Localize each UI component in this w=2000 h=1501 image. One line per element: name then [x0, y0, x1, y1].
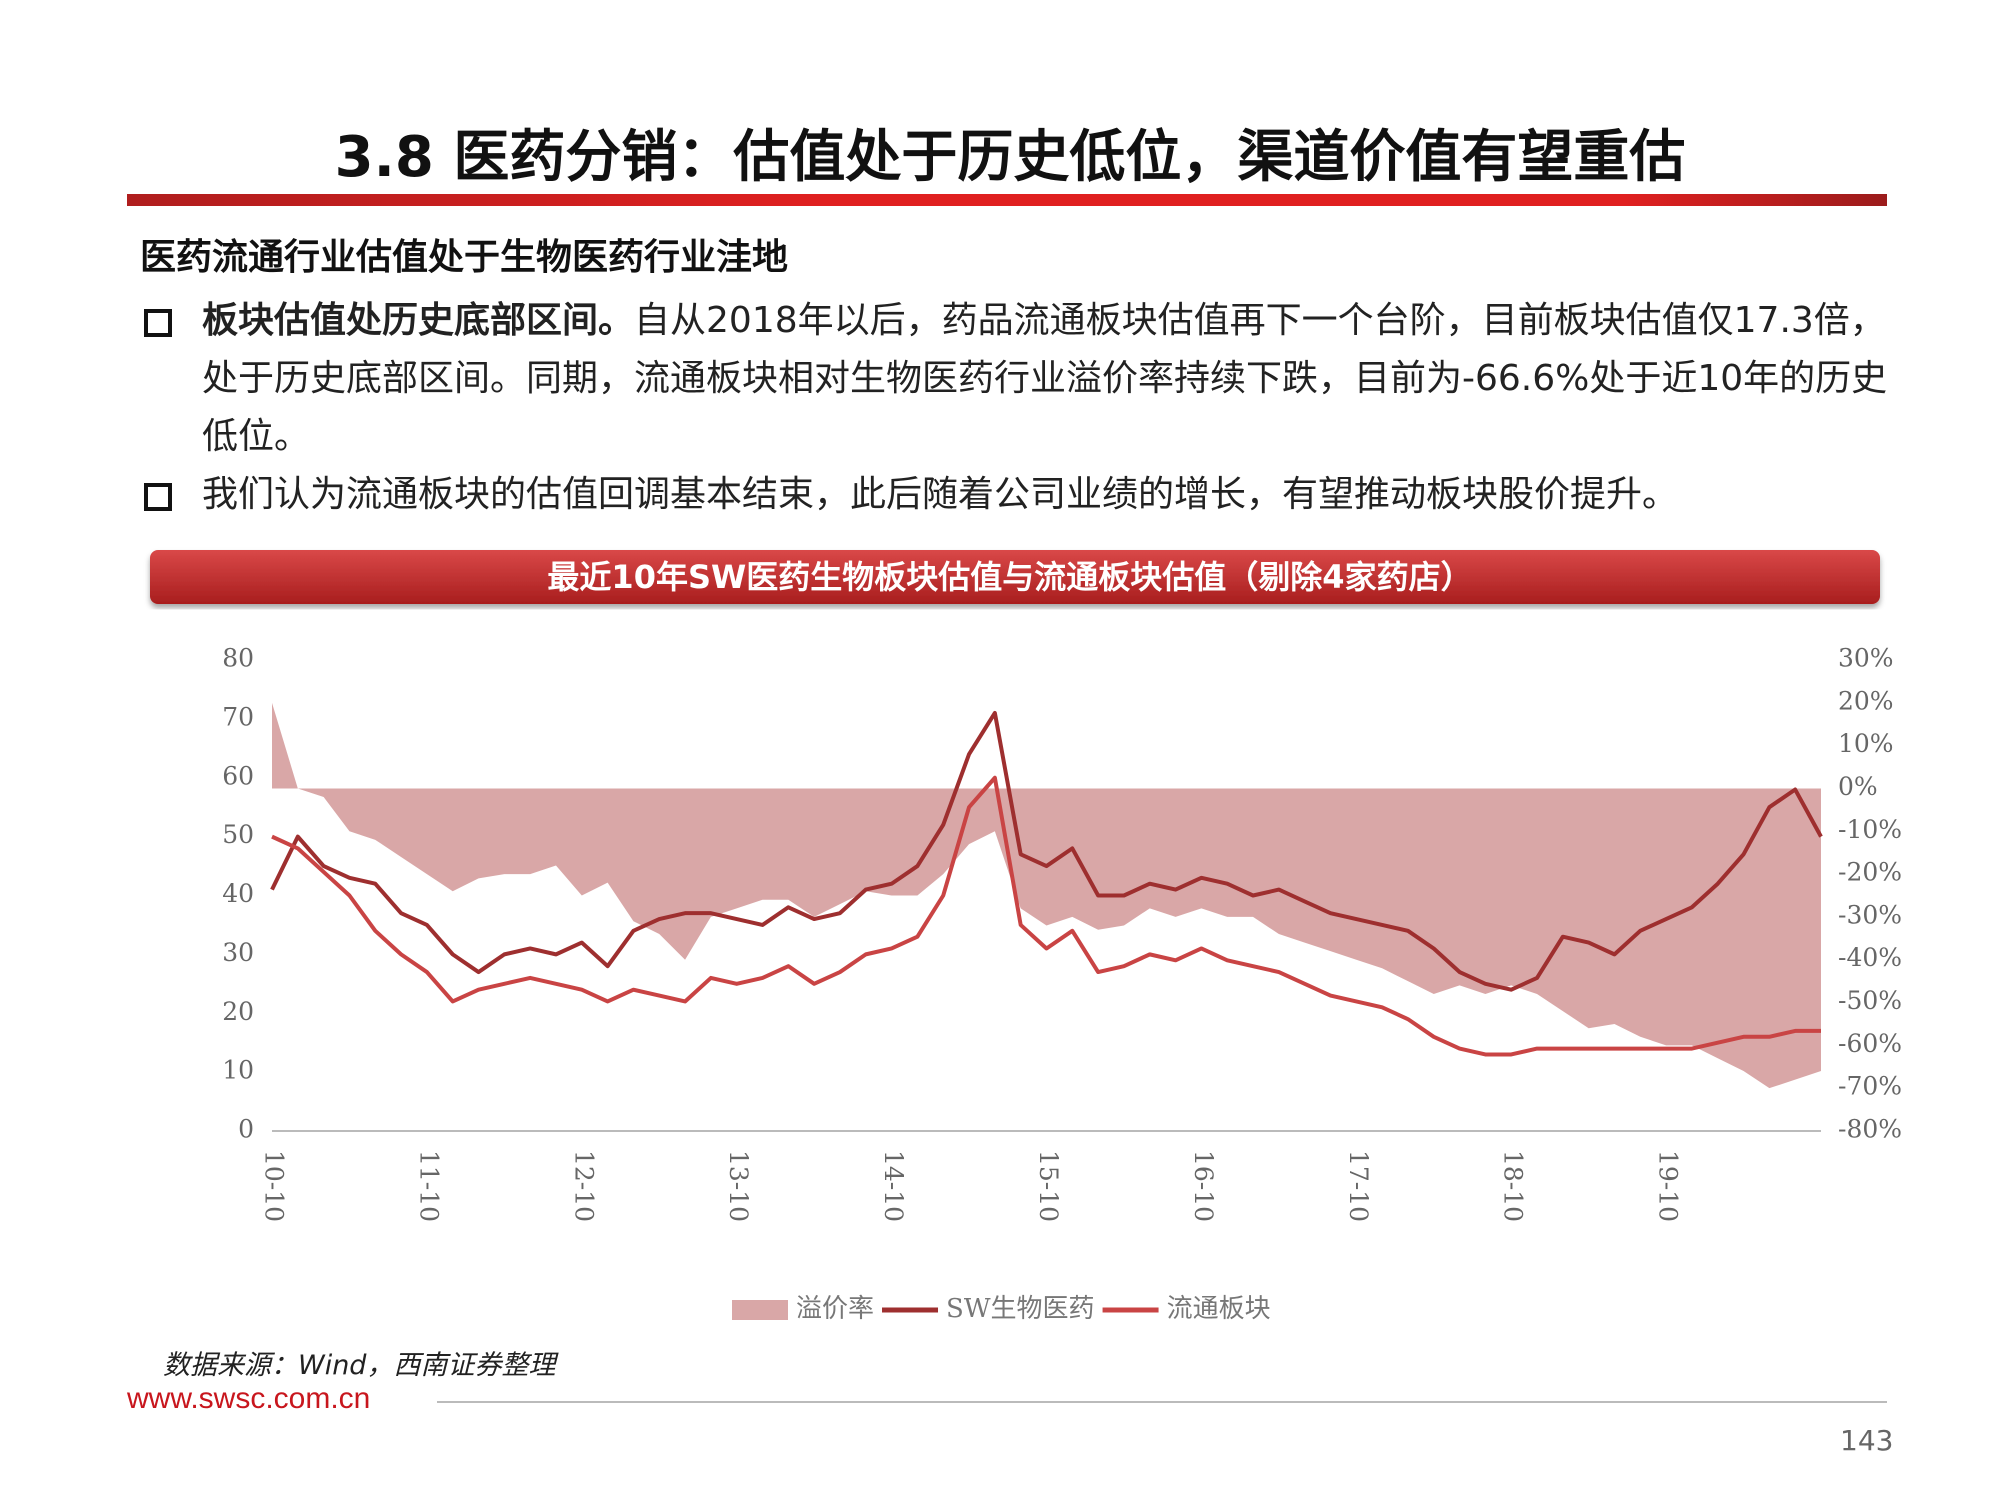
y-tick-label: 80: [222, 644, 254, 673]
x-tick-label: 17-10: [1344, 1150, 1373, 1222]
y2-tick-label: -20%: [1838, 858, 1902, 887]
y-tick-label: 70: [222, 702, 254, 731]
y2-tick-label: 20%: [1838, 686, 1894, 715]
y-tick-label: 50: [222, 820, 254, 849]
y2-tick-label: -10%: [1838, 815, 1902, 844]
page-number: 143: [1840, 1424, 1894, 1457]
x-tick-label: 18-10: [1499, 1150, 1528, 1222]
slide-title: 3.8 医药分销：估值处于历史低位，渠道价值有望重估: [334, 125, 1686, 190]
bullet-bold: 板块估值处历史底部区间。: [202, 300, 635, 341]
bullet: 板块估值处历史底部区间。自从2018年以后，药品流通板块估值再下一个台阶，目前板…: [140, 292, 1900, 466]
series-line: [271, 775, 1821, 1057]
y-tick-label: 40: [222, 879, 254, 908]
x-tick-label: 12-10: [569, 1150, 598, 1222]
y2-tick-label: 10%: [1838, 729, 1894, 758]
series-line: [270, 710, 1823, 992]
legend-label: 流通板块: [1167, 1294, 1271, 1324]
y2-tick-label: -80%: [1838, 1115, 1902, 1144]
y2-tick-label: 0%: [1838, 772, 1878, 801]
x-tick-label: 13-10: [724, 1150, 753, 1222]
source-note: 数据来源：Wind，西南证券整理: [163, 1350, 556, 1381]
section-title: 医药流通行业估值处于生物医药行业洼地: [140, 237, 789, 278]
bullet-text: 我们认为流通板块的估值回调基本结束，此后随着公司业绩的增长，有望推动板块股价提升…: [202, 474, 1679, 515]
premium-area: [272, 702, 1821, 1089]
legend-label: 溢价率: [796, 1294, 874, 1324]
x-tick-label: 19-10: [1654, 1150, 1683, 1222]
y-tick-label: 30: [222, 938, 254, 967]
chart-banner: [150, 550, 1880, 604]
chart-title: 最近10年SW医药生物板块估值与流通板块估值（剔除4家药店）: [547, 558, 1472, 596]
x-tick-label: 15-10: [1034, 1150, 1063, 1222]
x-tick-label: 16-10: [1189, 1150, 1218, 1222]
website: www.swsc.com.cn: [127, 1382, 371, 1415]
y2-tick-label: 30%: [1838, 644, 1894, 673]
legend-swatch: [732, 1300, 788, 1320]
legend-label: SW生物医药: [946, 1294, 1095, 1324]
y2-tick-label: -60%: [1838, 1029, 1902, 1058]
y-tick-label: 60: [222, 761, 254, 790]
x-tick-label: 14-10: [879, 1150, 908, 1222]
y-tick-label: 10: [222, 1056, 254, 1085]
title-bar: [127, 194, 1887, 206]
y2-tick-label: -30%: [1838, 900, 1902, 929]
x-tick-label: 10-10: [260, 1150, 289, 1222]
y2-tick-label: -70%: [1838, 1072, 1902, 1101]
footer-rule: [437, 1401, 1887, 1403]
y-tick-label: 20: [222, 997, 254, 1026]
x-tick-label: 11-10: [414, 1150, 443, 1222]
y2-tick-label: -40%: [1838, 943, 1902, 972]
bullet-text: 自从2018年以后，药品流通板块估值再下一个台阶，目前板块估值仅17.3倍，处于…: [202, 300, 1888, 457]
y2-tick-label: -50%: [1838, 986, 1902, 1015]
y-tick-label: 0: [238, 1115, 254, 1144]
bullet: 我们认为流通板块的估值回调基本结束，此后随着公司业绩的增长，有望推动板块股价提升…: [140, 466, 1900, 524]
